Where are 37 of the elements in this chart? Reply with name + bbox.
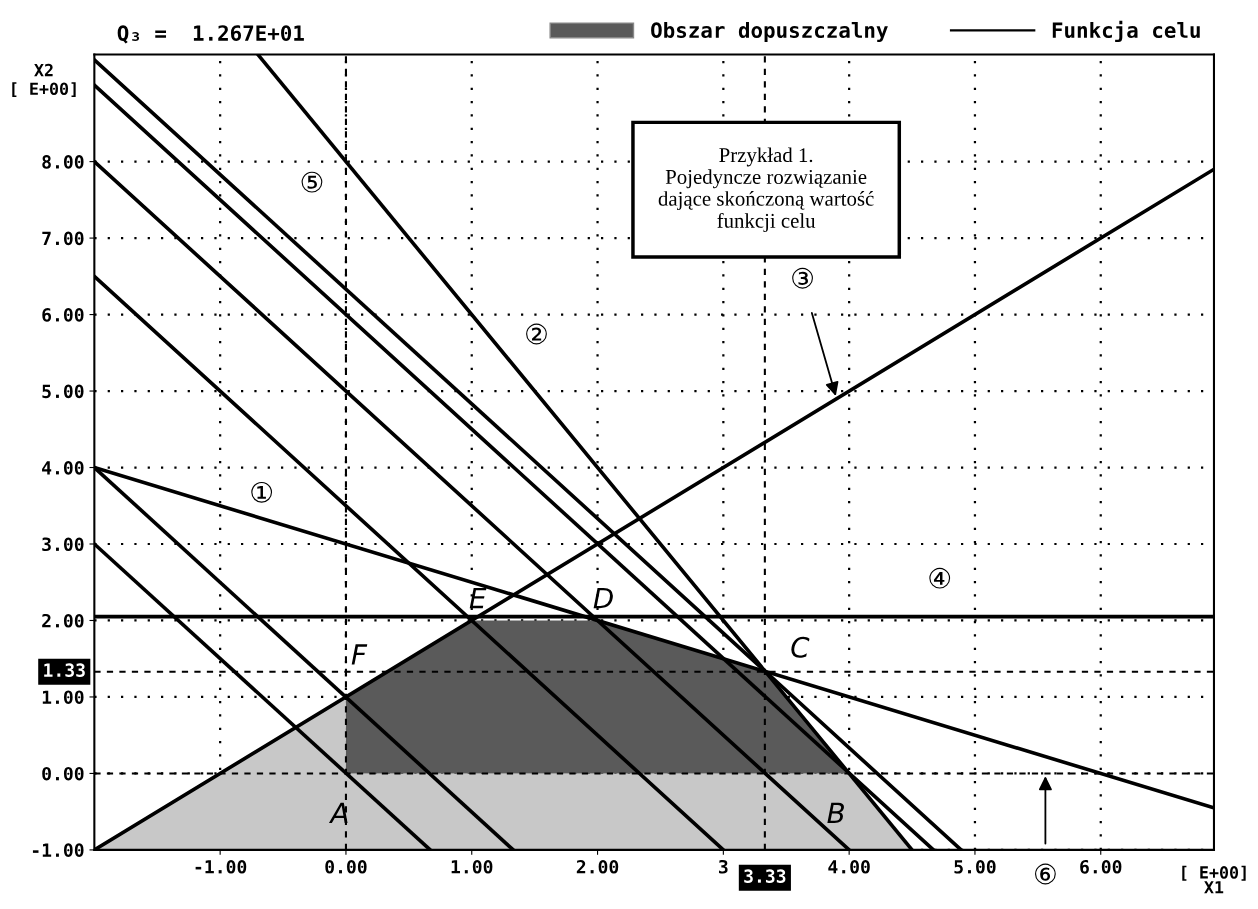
x-tick-label: -1.00 (195, 859, 247, 874)
chart-title: Q₃ = 1.267E+01 (117, 25, 304, 44)
annotation: ③ (792, 267, 813, 289)
x-tick-label: 0.00 (325, 859, 367, 874)
y-tick-label: 1.00 (42, 690, 84, 705)
x-tick-label: 3 (719, 859, 728, 874)
annotation: F (351, 644, 368, 665)
annotation: ⑥ (1035, 863, 1056, 885)
y-axis-title: X2 [ E+00] (12, 63, 76, 98)
x-tick-label: 4.00 (828, 859, 870, 874)
ref-line-label: 1.33 (44, 663, 85, 677)
annotation: ⑤ (301, 171, 323, 193)
x-axis-title: [ E+00] X1 (1182, 865, 1246, 894)
annotation: Przykład 1. Pojedyncze rozwiązanie dające skończoną wartość funkcji celu (658, 147, 874, 233)
ref-line-label: 3.33 (744, 869, 786, 883)
annotation: ② (526, 323, 547, 345)
annotation: ① (251, 481, 273, 503)
y-tick-label: 0.00 (42, 766, 84, 781)
y-tick-label: 6.00 (42, 308, 84, 322)
x-tick-label: 2.00 (576, 859, 619, 874)
annotation: D (593, 587, 613, 609)
annotation: ④ (929, 567, 951, 589)
y-tick-label: 8.00 (42, 155, 84, 169)
legend-label: Funkcja celu (1052, 20, 1200, 43)
y-tick-label: 7.00 (42, 231, 84, 246)
y-tick-label: -1.00 (32, 843, 84, 858)
y-tick-label: 5.00 (42, 384, 84, 399)
x-tick-label: 6.00 (1080, 859, 1122, 874)
y-tick-label: 3.00 (42, 537, 84, 552)
annotation: B (827, 802, 844, 824)
y-tick-label: 4.00 (42, 460, 84, 475)
x-tick-label: 1.00 (451, 859, 493, 874)
legend-label: Obszar dopuszczalny (651, 21, 888, 43)
annotation: C (791, 636, 810, 658)
annotation: E (469, 587, 487, 609)
y-tick-label: 2.00 (42, 613, 84, 628)
x-tick-label: 5.00 (954, 859, 996, 874)
